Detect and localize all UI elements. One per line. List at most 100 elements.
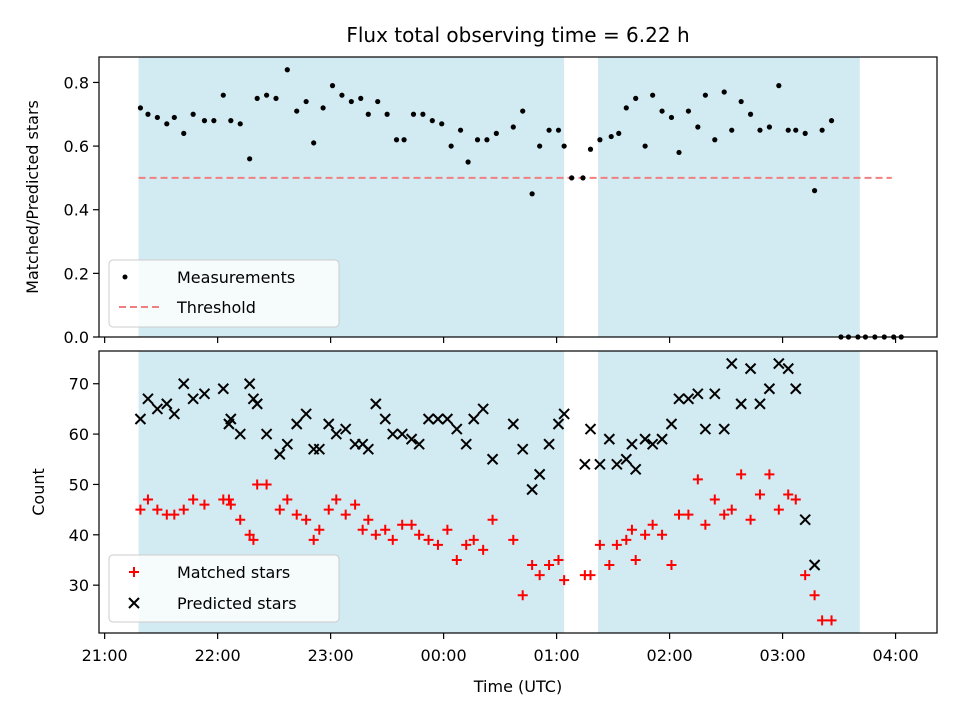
legend-measurements-marker [122, 274, 128, 280]
matched-star-point [666, 560, 677, 571]
matched-star-point [370, 529, 381, 540]
measurement-point [659, 108, 665, 114]
predicted-star-point [808, 559, 821, 571]
measurement-point [220, 92, 226, 98]
predicted-star-point [603, 433, 616, 445]
matched-star-point [709, 494, 720, 505]
predicted-star-point [396, 428, 408, 440]
measurement-point [254, 95, 260, 101]
measurement-point [608, 133, 614, 140]
predicted-star-point [142, 393, 154, 405]
predicted-star-point [782, 362, 794, 375]
predicted-star-point [584, 423, 597, 435]
top-y-ticks: 0.0 0.2 0.4 0.6 0.8 [64, 73, 99, 347]
matched-star-point [527, 560, 538, 571]
predicted-star-point [579, 458, 591, 471]
top-panel: 0.00.20.40.60.8 Matched/Predicted stars … [23, 56, 938, 347]
measurement-point [420, 111, 426, 117]
measurement-point [766, 124, 773, 130]
measurement-point [721, 89, 727, 95]
matched-star-point [719, 509, 730, 520]
matched-star-point [726, 504, 737, 515]
matched-star-point [594, 539, 605, 550]
matched-star-point [252, 479, 263, 490]
measurement-point [828, 118, 835, 124]
measurement-point [145, 111, 151, 117]
matched-star-point [809, 590, 820, 601]
measurement-point [211, 118, 217, 124]
measurement-point [676, 149, 682, 156]
predicted-star-point [526, 483, 538, 496]
bottom-x-tick-label: 01:00 [534, 646, 580, 665]
predicted-star-point [234, 428, 246, 440]
measurement-point [228, 118, 234, 124]
bottom-y-tick-label: 60 [69, 425, 89, 444]
predicted-star-point [251, 398, 263, 410]
predicted-star-point [291, 418, 303, 430]
bottom-legend: Matched stars Predicted stars [108, 554, 340, 623]
predicted-star-point [629, 463, 642, 476]
matched-star-point [340, 509, 351, 520]
matched-star-point [248, 534, 259, 545]
measurement-point [484, 137, 490, 143]
matched-star-point [487, 514, 498, 525]
measurement-point [284, 67, 290, 73]
predicted-star-point [682, 393, 695, 405]
matched-star-point [199, 499, 210, 510]
top-y-tick-label: 0.8 [64, 73, 89, 92]
measurement-point [510, 124, 516, 130]
predicted-star-point [441, 413, 454, 425]
measurement-point [448, 143, 454, 149]
predicted-star-point [773, 357, 785, 370]
measurement-point [729, 127, 735, 133]
predicted-star-point [620, 453, 632, 465]
measurement-point [201, 118, 208, 124]
matched-star-point [764, 469, 775, 480]
measurement-point [457, 127, 464, 133]
predicted-star-point [168, 408, 181, 420]
matched-star-point [169, 509, 180, 520]
predicted-star-point [790, 383, 802, 395]
measurement-point [393, 137, 400, 143]
predicted-star-point [281, 438, 294, 450]
matched-star-point [621, 534, 632, 545]
matched-star-point [291, 509, 302, 520]
predicted-star-point [300, 408, 312, 420]
matched-star-point [700, 519, 711, 530]
predicted-star-point [594, 458, 606, 471]
measurement-point [623, 105, 629, 111]
matched-star-point [301, 514, 312, 525]
predicted-star-point [517, 443, 529, 455]
measurement-point [429, 118, 435, 124]
predicted-star-point [709, 388, 721, 400]
matched-star-point [478, 544, 489, 555]
measurement-point [154, 114, 160, 121]
predicted-star-point [735, 398, 747, 410]
matched-stars-points [135, 469, 837, 626]
matched-star-point [534, 570, 545, 581]
top-y-tick-label: 0.4 [64, 201, 89, 220]
measurement-point [555, 127, 562, 133]
measurement-point [237, 121, 243, 127]
top-shade-1 [598, 57, 860, 337]
measurement-point [561, 143, 567, 149]
matched-star-point [630, 554, 641, 565]
measurement-point [181, 130, 187, 136]
matched-star-point [611, 539, 622, 550]
bottom-panel: 30 40 50 60 70 21:00 22:00 23:00 00:00 01:00 02:0… [29, 350, 938, 696]
measurement-point [493, 130, 499, 136]
predicted-star-point [611, 458, 623, 471]
matched-star-point [640, 529, 651, 540]
measurement-point [137, 105, 144, 111]
predicted-star-point [656, 433, 668, 445]
matched-star-point [674, 509, 685, 520]
matched-star-point [380, 524, 391, 535]
measurement-point [401, 137, 407, 143]
measurement-point [294, 108, 300, 114]
bottom-y-tick-label: 50 [69, 475, 89, 494]
top-y-axis-label: Matched/Predicted stars [23, 100, 42, 294]
matched-star-point [647, 519, 658, 530]
matched-star-point [323, 504, 334, 515]
predicted-star-point [413, 438, 425, 450]
predicted-star-point [639, 433, 651, 445]
